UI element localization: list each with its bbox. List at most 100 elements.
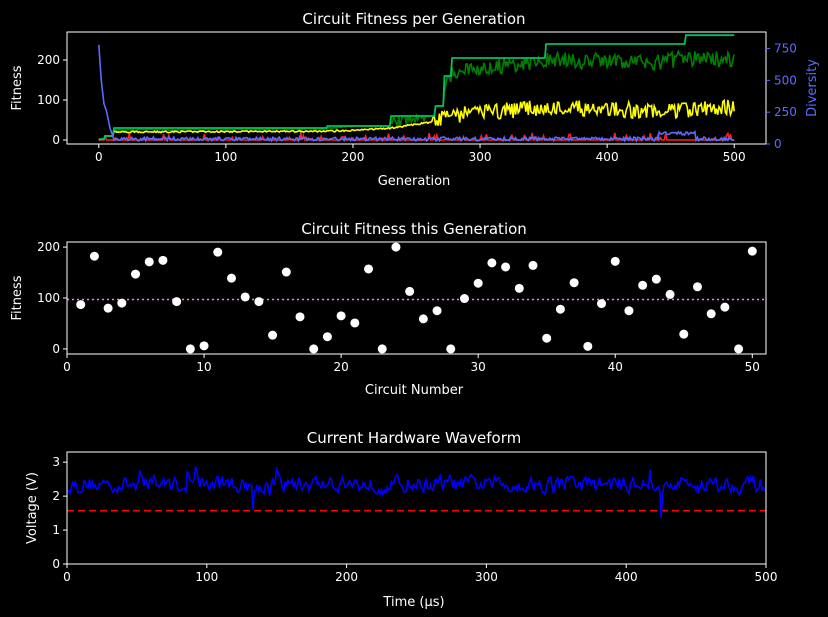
waveform-line [66, 466, 767, 519]
panel2-ylabel: Fitness [10, 275, 25, 320]
y-tick-label: 100 [37, 291, 60, 305]
circuit-fitness-point [651, 274, 661, 284]
circuit-fitness-point [487, 258, 497, 268]
circuit-fitness-point [295, 312, 305, 322]
x-tick-label: 500 [755, 570, 778, 584]
circuit-fitness-point [199, 341, 209, 351]
circuit-fitness-point [473, 278, 483, 288]
panel2-plot-area [67, 242, 766, 354]
panel2-xlabel: Circuit Number [365, 383, 464, 398]
x-tick-label: 100 [195, 570, 218, 584]
circuit-fitness-point [418, 314, 428, 324]
mean-fitness-line [98, 98, 735, 141]
circuit-fitness-point [76, 300, 86, 310]
circuit-fitness-point [665, 289, 675, 299]
panel3-frame [66, 451, 767, 565]
circuit-fitness-point [309, 344, 319, 354]
circuit-fitness-point [432, 306, 442, 316]
y-tick-label: 0 [52, 133, 60, 147]
y-tick-label: 500 [774, 73, 797, 87]
circuit-fitness-point [405, 286, 415, 296]
panel1-y2-ticks: 0 250 500 750 [766, 42, 797, 151]
circuit-fitness-point [185, 344, 195, 354]
x-tick-label: 40 [608, 360, 623, 374]
x-tick-label: 500 [723, 150, 746, 164]
circuit-fitness-point [679, 329, 689, 339]
x-tick-label: 50 [745, 360, 760, 374]
circuit-fitness-point [528, 260, 538, 270]
circuit-fitness-point [391, 242, 401, 252]
circuit-fitness-point [610, 256, 620, 266]
circuit-fitness-point [446, 344, 456, 354]
circuit-fitness-point [158, 255, 168, 265]
circuit-fitness-point [597, 299, 607, 309]
panel1-frame [66, 31, 767, 145]
circuit-fitness-point [322, 332, 332, 342]
panel1-title: Circuit Fitness per Generation [302, 10, 525, 28]
circuit-fitness-point [501, 262, 511, 272]
panel3-title: Current Hardware Waveform [307, 429, 521, 447]
fitness-per-generation-panel: Circuit Fitness per Generation 0 100 200 30… [10, 10, 820, 189]
y-tick-label: 0 [774, 137, 782, 151]
circuit-fitness-point [240, 292, 250, 302]
y-tick-label: 1 [52, 523, 60, 537]
x-tick-label: 0 [63, 360, 71, 374]
circuit-fitness-point [459, 294, 469, 304]
circuit-fitness-point [692, 282, 702, 292]
y-tick-label: 2 [52, 489, 60, 503]
x-tick-label: 400 [615, 570, 638, 584]
circuit-fitness-point [268, 330, 278, 340]
x-tick-label: 100 [214, 150, 237, 164]
circuit-fitness-point [144, 257, 154, 267]
x-tick-label: 400 [596, 150, 619, 164]
y-tick-label: 750 [774, 42, 797, 56]
circuit-fitness-point [514, 283, 524, 293]
x-tick-label: 200 [335, 570, 358, 584]
circuit-fitness-point [569, 278, 579, 288]
y-tick-label: 250 [774, 105, 797, 119]
panel1-xlabel: Generation [378, 174, 451, 189]
panel2-y-ticks: 0 100 200 [37, 240, 67, 356]
panel3-y-ticks: 0 1 2 3 [52, 455, 67, 571]
panel1-y2label: Diversity [805, 59, 820, 117]
panel3-ylabel: Voltage (V) [25, 472, 40, 544]
circuit-fitness-point [172, 297, 182, 307]
x-tick-label: 200 [342, 150, 365, 164]
x-tick-label: 10 [196, 360, 211, 374]
circuit-fitness-point [377, 344, 387, 354]
panel1-x-ticks: 0 100 200 300 400 500 [95, 144, 746, 164]
x-tick-label: 0 [63, 570, 71, 584]
circuit-fitness-point [336, 311, 346, 321]
circuit-fitness-point [542, 333, 552, 343]
fitness-this-generation-panel: Circuit Fitness this Generation 0 10 20 30 4… [10, 220, 767, 398]
circuit-fitness-point [364, 264, 374, 274]
y-tick-label: 0 [52, 342, 60, 356]
circuit-fitness-point [254, 297, 264, 307]
circuit-fitness-point [117, 298, 127, 308]
x-tick-label: 30 [471, 360, 486, 374]
x-tick-label: 0 [95, 150, 103, 164]
y-tick-label: 3 [52, 455, 60, 469]
circuit-fitness-point [638, 280, 648, 290]
circuit-fitness-point [583, 341, 593, 351]
circuit-fitness-point [281, 267, 291, 277]
diversity-line [98, 44, 735, 143]
max-fitness-line [98, 34, 735, 141]
circuit-fitness-point [720, 302, 730, 312]
x-tick-label: 20 [333, 360, 348, 374]
panel3-x-ticks: 0 100 200 300 400 500 [63, 564, 777, 584]
circuit-fitness-point [213, 247, 223, 257]
circuit-fitness-point [624, 306, 634, 316]
circuit-fitness-point [350, 318, 360, 328]
panel1-ylabel: Fitness [10, 65, 25, 110]
y-tick-label: 100 [37, 93, 60, 107]
hardware-waveform-panel: Current Hardware Waveform 0 100 200 300 400 5… [25, 429, 777, 610]
y-tick-label: 200 [37, 240, 60, 254]
panel2-x-ticks: 0 10 20 30 40 50 [63, 354, 760, 374]
circuit-fitness-point [103, 303, 113, 313]
x-tick-label: 300 [469, 150, 492, 164]
panel2-title: Circuit Fitness this Generation [301, 220, 527, 238]
circuit-fitness-point [131, 269, 141, 279]
